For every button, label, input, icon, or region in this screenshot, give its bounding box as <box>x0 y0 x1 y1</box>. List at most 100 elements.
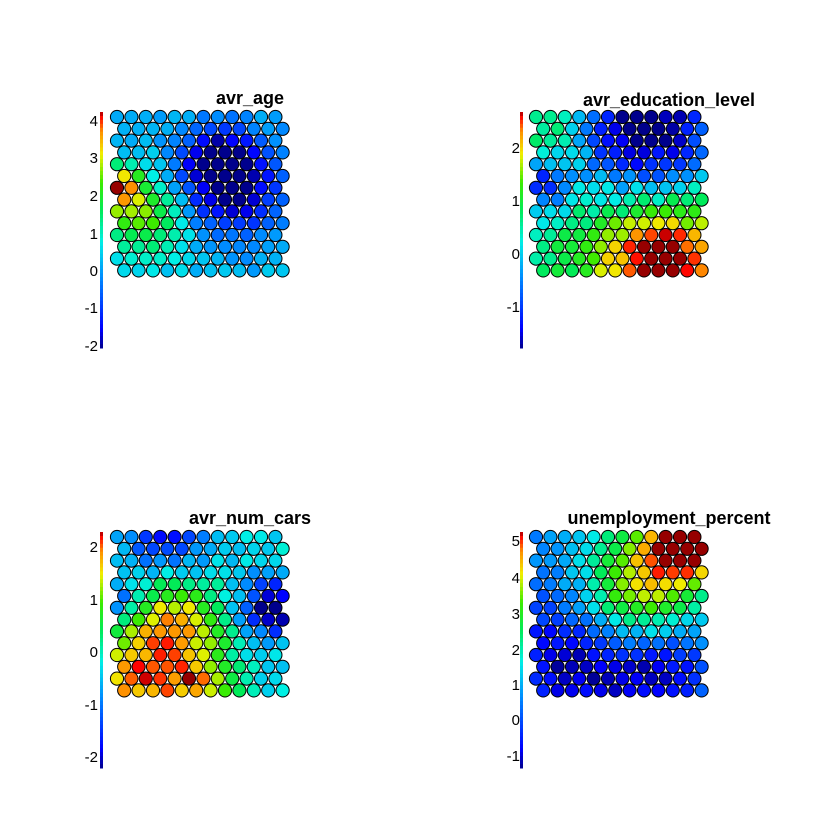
scale-segment <box>520 532 523 537</box>
som-node <box>593 636 608 651</box>
scale-segment <box>100 661 103 667</box>
som-node <box>145 612 161 627</box>
som-node <box>268 204 283 219</box>
som-node <box>232 612 247 627</box>
som-node <box>687 647 702 663</box>
scale-segment <box>520 673 523 679</box>
scale-segment <box>100 328 103 333</box>
som-node <box>550 192 565 207</box>
som-node <box>131 541 146 556</box>
scale-segment <box>100 677 103 682</box>
scale-tick-label: -2 <box>85 749 98 766</box>
som-node <box>543 624 558 639</box>
som-node <box>622 145 637 160</box>
som-node <box>145 263 161 278</box>
som-node <box>543 251 558 266</box>
som-node <box>117 612 132 627</box>
som-node <box>174 541 189 556</box>
som-node <box>536 588 551 604</box>
som-node <box>203 541 218 556</box>
scale-segment <box>100 638 103 643</box>
som-node <box>167 671 182 686</box>
som-node <box>694 683 709 698</box>
som-node <box>268 133 283 148</box>
som-node <box>261 145 276 160</box>
som-node <box>153 109 168 125</box>
som-node <box>210 553 225 568</box>
scale-segment <box>520 598 523 604</box>
som-node <box>109 647 125 663</box>
scale-segment <box>100 532 103 537</box>
som-node <box>622 683 637 698</box>
som-node <box>622 216 637 231</box>
som-node <box>167 180 182 195</box>
som-node <box>232 636 247 651</box>
som-node <box>253 577 269 592</box>
som-node <box>181 157 197 172</box>
som-node <box>644 157 659 172</box>
som-node <box>680 659 695 674</box>
som-node <box>225 624 240 639</box>
som-node <box>622 565 637 580</box>
som-node <box>189 121 204 136</box>
som-node <box>253 227 269 243</box>
scale-segment <box>100 344 103 349</box>
som-node <box>579 683 594 698</box>
color-scale-bar <box>520 112 523 349</box>
som-node <box>239 600 254 615</box>
som-node <box>145 192 161 207</box>
som-node <box>124 251 139 266</box>
scale-segment <box>520 618 523 623</box>
som-node <box>579 541 594 556</box>
som-node <box>636 168 652 184</box>
som-node <box>557 600 572 615</box>
som-node <box>658 600 673 615</box>
som-node <box>203 636 218 651</box>
scale-segment <box>100 241 103 247</box>
som-node <box>608 541 623 556</box>
som-node <box>615 577 630 592</box>
som-node <box>131 683 146 698</box>
som-node <box>160 121 175 136</box>
scale-segment <box>520 602 523 608</box>
som-node <box>672 624 688 639</box>
scale-segment <box>520 575 523 580</box>
som-node <box>644 577 659 592</box>
scale-segment <box>100 285 103 290</box>
scale-segment <box>520 230 523 235</box>
som-node <box>672 647 688 663</box>
som-node <box>253 204 269 219</box>
som-node <box>644 133 659 148</box>
som-node <box>593 121 608 136</box>
som-node <box>636 145 652 160</box>
som-node <box>203 121 218 136</box>
scale-segment <box>100 736 103 741</box>
panel-title: avr_age <box>216 88 284 108</box>
som-node <box>217 216 233 231</box>
scale-segment <box>520 685 523 690</box>
scale-segment <box>520 587 523 592</box>
som-node <box>117 636 132 651</box>
som-node <box>181 204 197 219</box>
som-node <box>275 145 290 160</box>
scale-segment <box>520 112 523 117</box>
som-node <box>261 541 276 556</box>
scale-segment <box>520 147 523 152</box>
som-node <box>261 683 276 698</box>
som-node <box>225 133 240 148</box>
scale-segment <box>100 245 103 251</box>
scale-segment <box>100 575 103 580</box>
som-node <box>680 263 695 278</box>
som-node <box>665 168 680 184</box>
som-node <box>117 145 132 160</box>
som-node <box>564 239 580 254</box>
som-node <box>131 216 146 231</box>
som-node <box>572 577 587 592</box>
som-node <box>651 239 666 254</box>
scale-segment <box>520 159 523 164</box>
scale-segment <box>520 626 523 631</box>
som-node <box>124 157 139 172</box>
som-node <box>629 600 644 615</box>
som-node <box>579 565 594 580</box>
som-node <box>153 204 168 219</box>
